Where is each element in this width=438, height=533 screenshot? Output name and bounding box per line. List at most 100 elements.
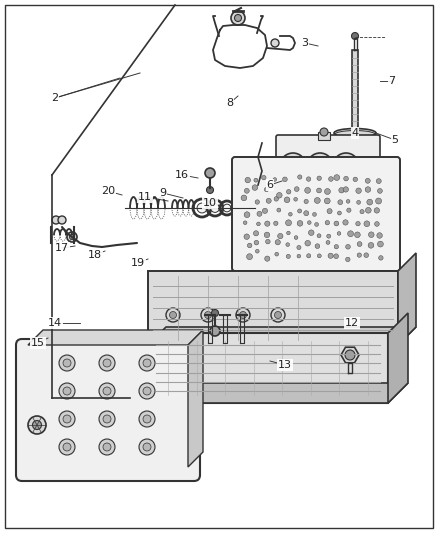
Circle shape	[324, 198, 330, 204]
Circle shape	[334, 221, 339, 226]
Circle shape	[59, 383, 75, 399]
Text: 19: 19	[131, 258, 145, 268]
Circle shape	[286, 159, 300, 173]
Circle shape	[211, 204, 219, 212]
Circle shape	[378, 241, 383, 247]
Circle shape	[314, 198, 320, 204]
Circle shape	[243, 221, 247, 224]
Polygon shape	[188, 330, 203, 467]
Polygon shape	[148, 271, 398, 345]
Circle shape	[254, 231, 258, 236]
Circle shape	[63, 443, 71, 451]
Circle shape	[274, 197, 279, 201]
Circle shape	[28, 416, 46, 434]
Circle shape	[313, 159, 327, 173]
Circle shape	[247, 243, 252, 248]
Circle shape	[234, 14, 241, 21]
Circle shape	[317, 163, 323, 169]
Circle shape	[346, 257, 350, 262]
Circle shape	[143, 387, 151, 395]
Circle shape	[143, 359, 151, 367]
Circle shape	[139, 355, 155, 371]
Ellipse shape	[334, 128, 376, 138]
Polygon shape	[148, 383, 408, 403]
Circle shape	[271, 39, 279, 47]
Circle shape	[318, 254, 321, 258]
FancyBboxPatch shape	[232, 157, 400, 271]
Circle shape	[367, 199, 373, 205]
Circle shape	[143, 415, 151, 423]
Circle shape	[143, 443, 151, 451]
Circle shape	[357, 241, 362, 246]
Text: 6: 6	[266, 180, 273, 190]
Circle shape	[343, 163, 349, 169]
Circle shape	[59, 355, 75, 371]
Circle shape	[353, 177, 357, 182]
Circle shape	[356, 221, 360, 226]
Circle shape	[275, 252, 279, 256]
Circle shape	[360, 209, 364, 214]
Circle shape	[317, 176, 321, 181]
Circle shape	[365, 187, 371, 192]
Circle shape	[261, 175, 266, 180]
Circle shape	[334, 254, 339, 259]
Circle shape	[67, 232, 77, 242]
Bar	[318, 132, 330, 140]
Circle shape	[315, 244, 320, 248]
Circle shape	[356, 188, 361, 193]
Text: 16: 16	[175, 170, 189, 180]
Circle shape	[378, 256, 383, 260]
Circle shape	[305, 188, 311, 193]
Circle shape	[346, 245, 350, 249]
Circle shape	[337, 211, 341, 215]
Circle shape	[254, 178, 258, 182]
Circle shape	[320, 128, 328, 136]
Circle shape	[317, 234, 321, 238]
Circle shape	[212, 310, 219, 317]
Circle shape	[170, 311, 177, 319]
Text: 3: 3	[301, 38, 308, 48]
Circle shape	[374, 208, 379, 213]
Circle shape	[271, 308, 285, 322]
Circle shape	[368, 232, 374, 238]
Text: 7: 7	[389, 76, 396, 86]
Text: 2: 2	[51, 93, 59, 103]
Circle shape	[307, 221, 311, 224]
Circle shape	[231, 11, 245, 25]
Text: 11: 11	[138, 192, 152, 202]
Circle shape	[297, 245, 301, 249]
Circle shape	[275, 240, 280, 245]
Circle shape	[205, 168, 215, 178]
Circle shape	[256, 183, 262, 189]
Circle shape	[236, 308, 250, 322]
Circle shape	[346, 199, 350, 203]
Circle shape	[378, 189, 382, 193]
Circle shape	[255, 249, 259, 253]
Circle shape	[286, 190, 291, 194]
Circle shape	[334, 245, 339, 249]
Circle shape	[328, 253, 333, 259]
Text: 8: 8	[226, 98, 233, 108]
FancyBboxPatch shape	[276, 135, 380, 197]
Circle shape	[327, 234, 331, 238]
Circle shape	[240, 311, 247, 319]
Circle shape	[103, 443, 111, 451]
Circle shape	[245, 177, 251, 183]
Circle shape	[286, 220, 292, 226]
Circle shape	[297, 254, 300, 258]
Circle shape	[297, 221, 303, 226]
Circle shape	[276, 192, 282, 198]
Circle shape	[294, 187, 299, 191]
Circle shape	[304, 211, 309, 216]
Circle shape	[139, 411, 155, 427]
Circle shape	[375, 198, 381, 204]
Circle shape	[283, 177, 287, 182]
Circle shape	[52, 216, 60, 224]
Polygon shape	[28, 330, 203, 345]
FancyBboxPatch shape	[16, 339, 200, 481]
Circle shape	[364, 221, 370, 227]
Circle shape	[63, 415, 71, 423]
Polygon shape	[148, 327, 416, 345]
Circle shape	[99, 355, 115, 371]
Circle shape	[63, 359, 71, 367]
